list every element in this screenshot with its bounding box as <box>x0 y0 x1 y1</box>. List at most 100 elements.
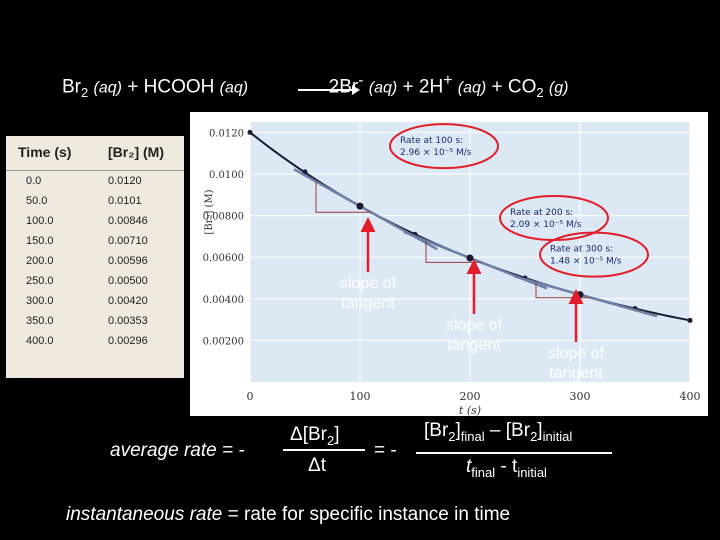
numerator-end: ] <box>334 424 340 445</box>
den-part: t <box>466 456 472 477</box>
concentration-chart-panel: 0 100 200 300 400 0.00200 0.00400 0.00600 0.0080… <box>190 112 708 417</box>
concentration-chart: 0 100 200 300 400 0.00200 0.00400 0.00600 0.0080… <box>203 122 701 417</box>
y-tick-label: 0.0120 <box>209 128 244 139</box>
cell-conc: 0.0101 <box>108 195 142 207</box>
x-axis-label: t (s) <box>459 404 481 416</box>
rate-triangle <box>425 240 481 263</box>
subscript: final <box>460 428 485 444</box>
rate-triangle <box>315 181 371 213</box>
slope-label-text: slope of tangent <box>445 317 503 354</box>
cell-time: 100.0 <box>26 215 54 227</box>
y-tick-label: 0.00400 <box>203 295 244 306</box>
y-tick-label: 0.00800 <box>203 212 244 223</box>
reactant-hcooh: + HCOOH <box>127 76 215 98</box>
y-tick-label: 0.00600 <box>203 253 244 264</box>
num-part: ] <box>537 420 543 441</box>
superscript: - <box>358 72 364 89</box>
tangent-point <box>356 202 364 210</box>
phase-label: (aq) <box>93 79 122 97</box>
time-denominator: tfinal - tinitial <box>466 456 547 480</box>
reaction-arrow-icon <box>298 85 360 95</box>
data-point <box>687 317 693 323</box>
rate-callout-line2: 2.09 × 10⁻⁵ M/s <box>510 220 582 230</box>
rate-callout-ring <box>539 231 649 278</box>
delta-br-numerator: Δ[Br2] <box>290 424 340 448</box>
table-row: 350.0 0.00353 <box>6 311 184 331</box>
definition-term: instantaneous rate <box>66 504 223 525</box>
cell-conc: 0.00596 <box>108 255 148 267</box>
equals-minus: = - <box>374 440 397 461</box>
fraction-bar-1 <box>283 449 365 451</box>
subscript: 2 <box>448 428 456 444</box>
rate-callout-line2: 1.48 × 10⁻⁵ M/s <box>550 257 622 267</box>
phase-label: (aq) <box>219 79 249 97</box>
x-tick-label: 400 <box>680 390 701 403</box>
cell-time: 300.0 <box>26 295 54 307</box>
x-tick-label: 100 <box>350 390 371 403</box>
table-row: 400.0 0.00296 <box>6 331 184 351</box>
instantaneous-rate-definition: instantaneous rate = rate for specific i… <box>66 504 510 526</box>
table-row: 50.0 0.0101 <box>6 191 184 211</box>
cell-time: 150.0 <box>26 235 54 247</box>
subscript: final <box>471 464 496 480</box>
den-part: - t <box>495 456 518 477</box>
subscript: 2 <box>530 428 538 444</box>
delta-t-denominator: Δt <box>308 455 326 476</box>
rate-callout-ring <box>389 123 499 170</box>
subscript: initial <box>542 428 573 444</box>
num-part: – [Br <box>484 420 531 441</box>
product-br: 2Br <box>328 76 359 98</box>
phase-label: (g) <box>548 79 569 97</box>
fraction-bar-2 <box>416 452 612 454</box>
table-row: 100.0 0.00846 <box>6 211 184 231</box>
phase-label: (aq) <box>368 79 398 97</box>
slope-label-1: slope of tangent <box>330 274 406 314</box>
tangent-line <box>513 274 658 318</box>
table-row: 300.0 0.00420 <box>6 291 184 311</box>
cell-time: 50.0 <box>26 195 48 207</box>
data-table-panel: Time (s) [Br₂] (M) 0.0 0.0120 50.0 0.0101 … <box>6 136 184 378</box>
tangent-point <box>466 254 474 262</box>
subscript: 2 <box>326 432 335 448</box>
table-row: 150.0 0.00710 <box>6 231 184 251</box>
rate-callout-line1: Rate at 300 s: <box>550 245 613 255</box>
table-row: 0.0 0.0120 <box>6 171 184 192</box>
cell-time: 250.0 <box>26 275 54 287</box>
numerator-text: Δ[Br <box>290 424 327 445</box>
product-h: + 2H <box>402 76 444 98</box>
cell-time: 200.0 <box>26 255 54 267</box>
cell-time: 0.0 <box>26 175 42 187</box>
num-part: [Br <box>424 420 449 441</box>
cell-conc: 0.00846 <box>108 215 148 227</box>
phase-label: (aq) <box>457 79 487 97</box>
subscript: 2 <box>81 85 89 101</box>
cell-conc: 0.00710 <box>108 235 148 247</box>
header-time: Time (s) <box>6 136 96 171</box>
cell-time: 350.0 <box>26 315 54 327</box>
rate-callout-line1: Rate at 100 s: <box>400 136 463 146</box>
definition-text: = rate for specific instance in time <box>222 504 511 525</box>
slope-label-3: slope of tangent <box>538 344 614 384</box>
superscript: + <box>443 72 453 89</box>
y-tick-label: 0.00200 <box>203 336 244 347</box>
cell-conc: 0.00296 <box>108 335 148 347</box>
tangent-point <box>576 291 584 299</box>
final-initial-numerator: [Br2]final – [Br2]initial <box>424 420 572 444</box>
slope-label-2: slope of tangent <box>436 316 512 356</box>
slope-label-text: slope of tangent <box>339 275 397 312</box>
data-point <box>247 129 253 135</box>
reactant-br: Br <box>62 76 81 98</box>
slope-label-text: slope of tangent <box>547 345 605 382</box>
cell-conc: 0.00353 <box>108 315 148 327</box>
cell-conc: 0.0120 <box>108 175 142 187</box>
rate-callout-line2: 2.96 × 10⁻⁵ M/s <box>400 148 472 158</box>
cell-conc: 0.00420 <box>108 295 148 307</box>
product-co2: + CO <box>491 76 537 98</box>
subscript: 2 <box>536 85 544 101</box>
x-tick-label: 200 <box>460 390 481 403</box>
y-axis-label: [Br₂] (M) <box>204 189 215 234</box>
cell-time: 400.0 <box>26 335 54 347</box>
table-row: 250.0 0.00500 <box>6 271 184 291</box>
x-tick-label: 0 <box>247 390 254 403</box>
average-rate-label: average rate = - <box>110 440 245 461</box>
